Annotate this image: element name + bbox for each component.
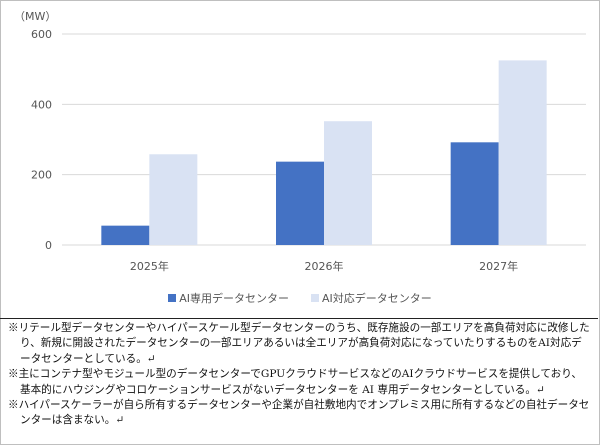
y-axis-unit-label: （MW） bbox=[14, 10, 56, 23]
legend-swatch bbox=[168, 294, 177, 302]
y-tick-label: 0 bbox=[45, 239, 52, 252]
bar-ai-ready-3 bbox=[498, 60, 547, 245]
bar-chart: （MW） 0 200 400 600 2025年 2026年 2027年 bbox=[14, 10, 586, 273]
legend-item-ai-ready: AI対応データセンター bbox=[311, 290, 432, 306]
y-tick-label: 600 bbox=[31, 28, 52, 41]
y-tick-label: 400 bbox=[31, 98, 52, 111]
legend-item-ai-dedicated: AI専用データセンター bbox=[168, 290, 289, 306]
chart-legend: AI専用データセンター AI対応データセンター bbox=[0, 290, 600, 306]
legend-swatch bbox=[311, 294, 319, 302]
footnote: ※ハイパースケーラーが自ら所有するデータセンターや企業が自社敷地内でオンプレミス… bbox=[8, 399, 590, 427]
x-tick-label: 2025年 bbox=[130, 259, 169, 273]
bar-ai-ready-2 bbox=[324, 121, 372, 245]
x-tick-label: 2026年 bbox=[305, 259, 344, 273]
bar-ai-dedicated-1 bbox=[101, 225, 150, 245]
x-tick-label: 2027年 bbox=[479, 259, 518, 273]
y-tick-label: 200 bbox=[31, 169, 52, 182]
legend-label: AI専用データセンター bbox=[179, 292, 289, 305]
footnotes-box: ※リテール型データセンターやハイパースケール型データセンターのうち、既存施設の一… bbox=[0, 318, 598, 443]
bar-ai-dedicated-2 bbox=[276, 161, 324, 245]
bar-ai-dedicated-3 bbox=[450, 142, 499, 245]
bar-ai-ready-1 bbox=[149, 154, 198, 245]
footnote: ※リテール型データセンターやハイパースケール型データセンターのうち、既存施設の一… bbox=[8, 322, 590, 365]
legend-label: AI対応データセンター bbox=[322, 292, 432, 305]
footnote: ※主にコンテナ型やモジュール型のデータセンターでGPUクラウドサービスなどのAI… bbox=[8, 368, 583, 396]
